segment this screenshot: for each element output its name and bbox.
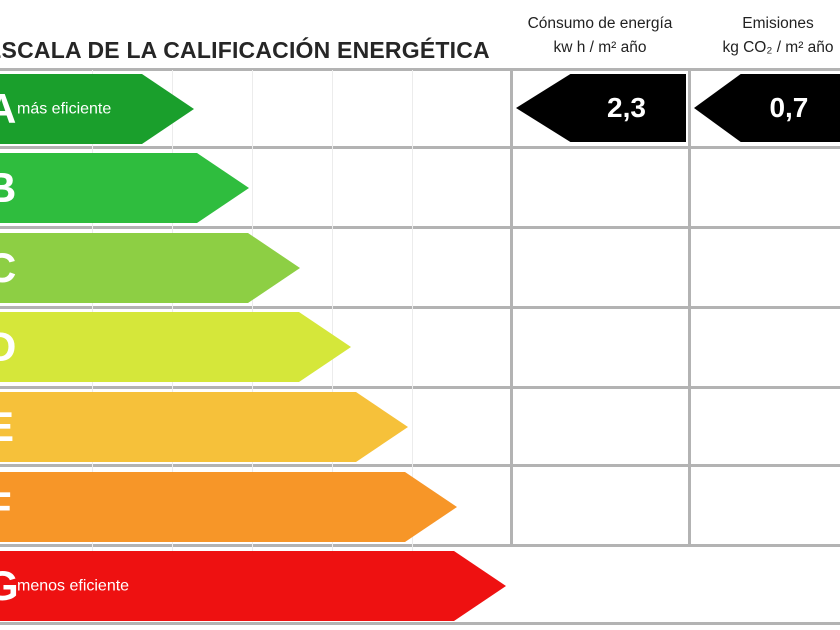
grid-line (0, 622, 840, 625)
rating-letter: D (0, 323, 17, 370)
grid-line (0, 386, 840, 389)
emisiones-value-arrow: 0,7 (694, 74, 840, 142)
rating-bar-a: A más eficiente (0, 74, 194, 144)
rating-sublabel: menos eficiente (17, 577, 130, 595)
rating-bar-c: C (0, 233, 300, 303)
rating-bar-g: G menos eficiente (0, 551, 506, 621)
emisiones-value: 0,7 (769, 92, 809, 123)
grid-line (412, 70, 413, 610)
emisiones-header-unit: kg CO₂ / m² año (722, 39, 834, 56)
emisiones-header-label: Emisiones (742, 15, 814, 32)
rating-letter: B (0, 164, 17, 211)
emisiones-header: Emisiones kg CO₂ / m² año (690, 12, 840, 60)
grid-line (0, 146, 840, 149)
scale-title: ESCALA DE LA CALIFICACIÓN ENERGÉTICA (0, 37, 490, 63)
rating-letter: E (0, 403, 15, 450)
rating-letter: A (0, 85, 17, 132)
consumo-header-unit: kw h / m² año (553, 39, 647, 56)
consumo-value: 2,3 (607, 92, 646, 123)
consumo-header-label: Cónsumo de energía (527, 15, 673, 32)
rating-letter: C (0, 244, 17, 291)
consumo-header: Cónsumo de energía kw h / m² año (512, 12, 688, 60)
grid-line (0, 544, 840, 547)
column-divider (510, 68, 513, 544)
rating-bar-d: D (0, 312, 351, 382)
grid-line (0, 306, 840, 309)
rating-bar-f: F (0, 472, 457, 542)
column-divider (688, 68, 691, 544)
rating-bar-e: E (0, 392, 408, 462)
grid-line (0, 226, 840, 229)
grid-line (0, 464, 840, 467)
rating-bar-b: B (0, 153, 249, 223)
rating-letter: F (0, 486, 12, 528)
grid-line (0, 68, 840, 71)
consumo-value-arrow: 2,3 (516, 74, 686, 142)
rating-letter: G (0, 562, 19, 609)
rating-sublabel: más eficiente (17, 100, 112, 118)
